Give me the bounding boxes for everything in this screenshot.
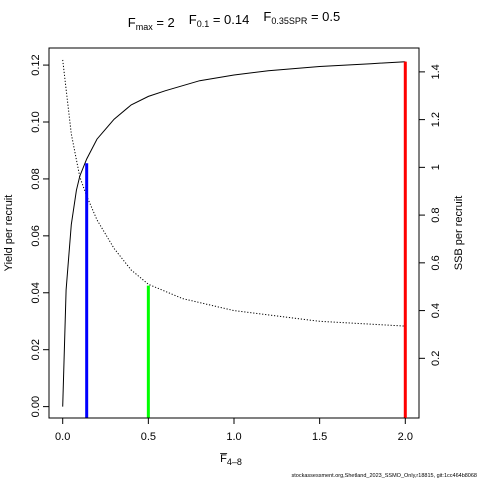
title-symbol-1: F [189,12,197,27]
x-tick-label-1: 0.5 [141,431,156,443]
y2-tick-label-5: 1.2 [430,112,442,127]
y-tick-label-3: 0.06 [30,225,42,246]
y-tick-label-6: 0.12 [30,54,42,75]
chart-title-text: Fmax = 2 F0.1 = 0.14 F0.35SPR = 0.5 [128,9,340,32]
title-subscript-1: 0.1 [197,19,210,29]
x-tick-label-0: 0.0 [55,431,70,443]
x-tick-label-4: 2.0 [398,431,413,443]
y2-tick-label-6: 1.4 [430,64,442,79]
title-symbol-0: F [128,15,136,30]
title-symbol-2: F [263,9,271,24]
y-tick-label-5: 0.10 [30,111,42,132]
chart-title: Fmax = 2 F0.1 = 0.14 F0.35SPR = 0.5 [128,9,340,32]
x-tick-label-3: 1.5 [312,431,327,443]
title-subscript-0: max [136,22,154,32]
series-layer [62,59,406,407]
ssb-per-recruit-line [62,59,406,327]
title-value-0: = 2 [153,15,175,30]
plot-frame [48,47,420,419]
y2-tick-label-1: 0.4 [430,303,442,318]
y2-tick-label-2: 0.6 [430,255,442,270]
y-tick-label-1: 0.02 [30,339,42,360]
y-tick-label-2: 0.04 [30,282,42,303]
y-axis-label: Yield per recruit [3,195,15,272]
x-tick-label-2: 1.0 [226,431,241,443]
footnote: stockassessment.org,Shetland_2023_SSMO_O… [292,473,478,479]
title-subscript-2: 0.35SPR [271,16,308,26]
x-axis-label: F4–8 [220,453,242,467]
y2-tick-label-3: 0.8 [430,207,442,222]
reference-lines [85,61,407,418]
title-value-1: = 0.14 [209,12,249,27]
y2-axis-label: SSB per recruit [453,196,465,271]
x-axis-label-subscript: 4–8 [227,457,242,467]
y-tick-label-4: 0.08 [30,168,42,189]
y-axis-right: 0.2 0.4 0.6 0.8 1 1.2 1.4 [419,64,442,366]
x-axis-label-symbol: F [220,453,227,465]
x-axis-label-text: F4–8 [220,453,242,467]
yield-per-recruit-line [62,61,406,407]
title-value-2: = 0.5 [307,9,340,24]
y2-tick-label-0: 0.2 [430,351,442,366]
y-axis-left: 0.00 0.02 0.04 0.06 0.08 0.10 0.12 [30,54,49,417]
x-axis: 0.0 0.5 1.0 1.5 2.0 [55,417,413,443]
y2-tick-label-4: 1 [430,164,442,170]
y-tick-label-0: 0.00 [30,396,42,417]
